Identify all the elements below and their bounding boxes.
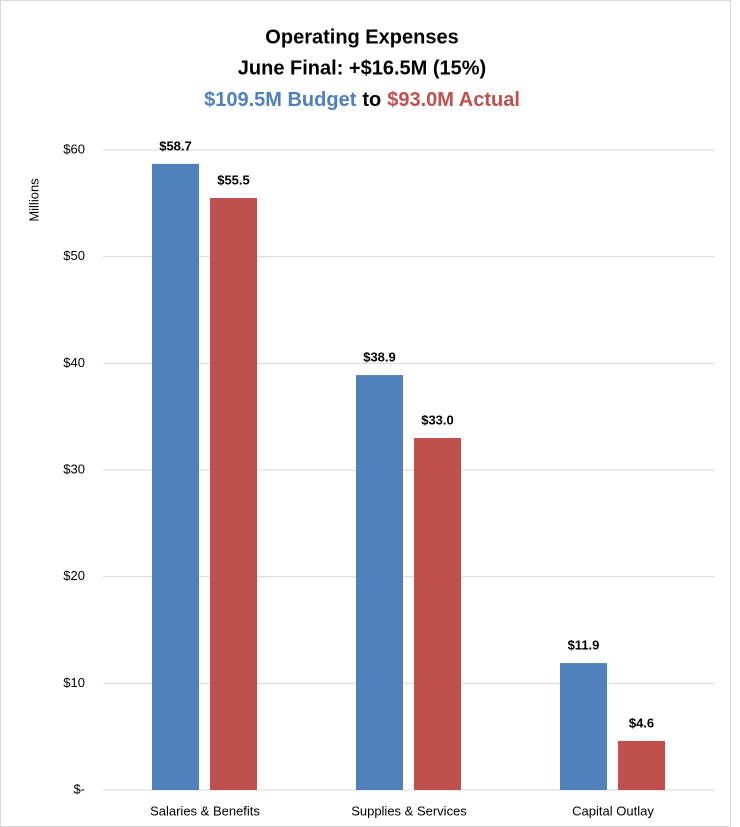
value-label: $33.0 (421, 412, 454, 427)
bar (618, 740, 665, 790)
bar (152, 163, 199, 790)
chart-subtitle: June Final: +$16.5M (15%) (238, 57, 486, 79)
bar (560, 663, 607, 790)
budget-total: $109.5M Budget (204, 89, 357, 111)
value-label: $58.7 (159, 138, 192, 153)
actual-total: $93.0M Actual (387, 89, 520, 111)
value-label: $55.5 (217, 172, 250, 187)
y-tick-label: $50 (63, 248, 85, 263)
y-axis-label: Millions (26, 178, 41, 222)
y-tick-label: $40 (63, 355, 85, 370)
bar (210, 198, 257, 790)
x-tick-label: Supplies & Services (351, 803, 467, 818)
bar (356, 375, 403, 790)
subtitle-joiner: to (362, 89, 381, 111)
y-tick-label: $10 (63, 675, 85, 690)
y-tick-label: $- (73, 781, 85, 796)
value-label: $11.9 (568, 638, 600, 653)
value-label: $38.9 (363, 350, 396, 365)
chart-title: Operating Expenses (265, 26, 458, 48)
value-label: $4.6 (629, 715, 654, 730)
x-tick-label: Capital Outlay (572, 803, 654, 818)
bar (414, 438, 461, 790)
x-tick-label: Salaries & Benefits (150, 803, 260, 818)
y-tick-label: $30 (63, 461, 85, 476)
chart-subtitle-colored: $109.5M Budget to $93.0M Actual (204, 89, 520, 111)
y-tick-label: $20 (63, 568, 85, 583)
y-tick-label: $60 (63, 141, 85, 156)
